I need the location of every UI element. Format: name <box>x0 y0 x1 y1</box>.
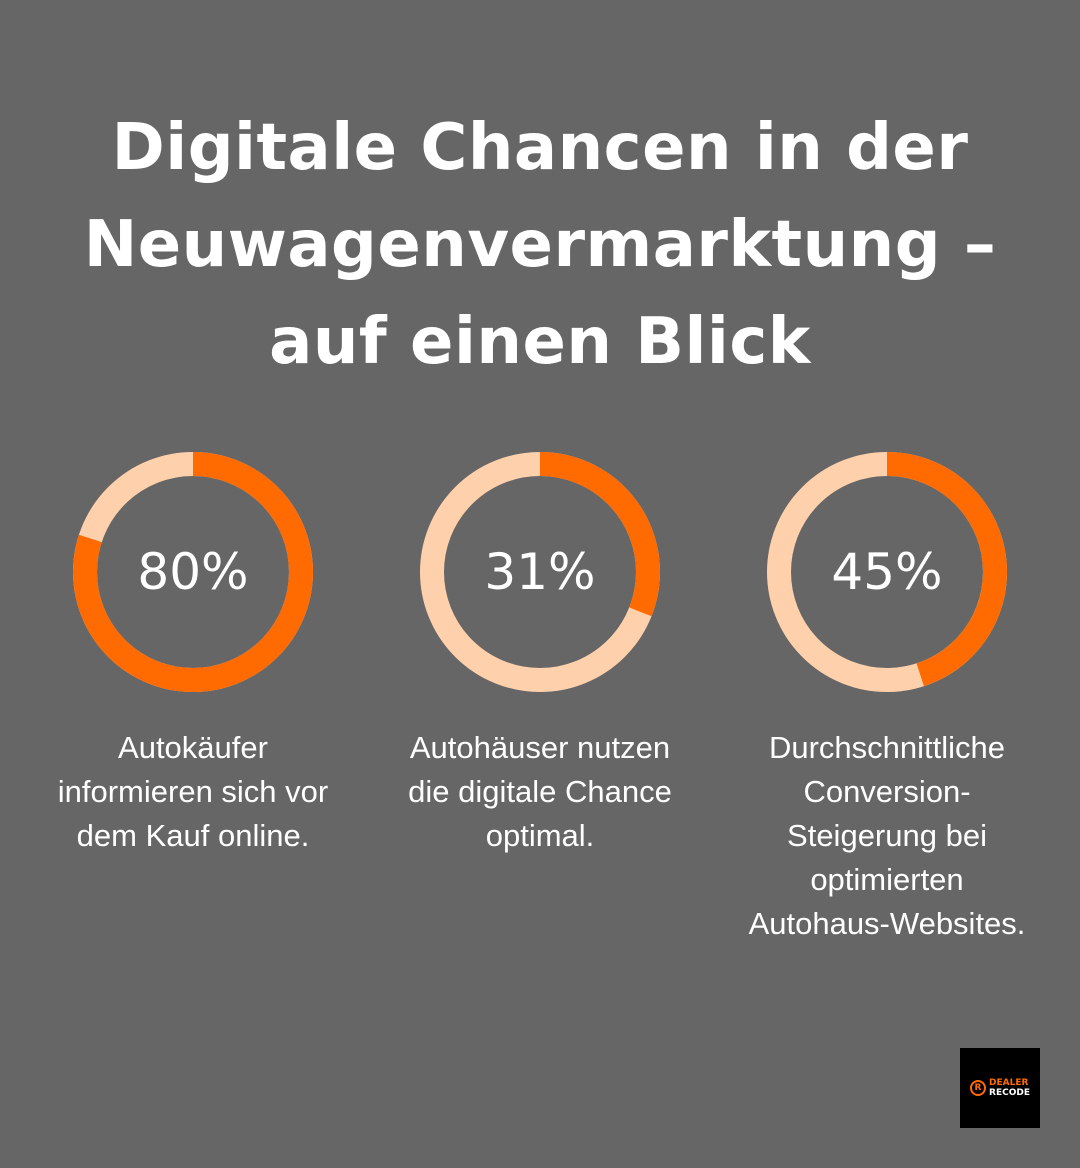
description-line: Autohäuser nutzen <box>409 730 671 765</box>
logo-line-2: RECODE <box>989 1088 1030 1098</box>
stat-description: Autokäufer informieren sich vor dem Kauf o… <box>43 726 343 858</box>
title-line: Neuwagenvermarktung – <box>83 208 997 282</box>
description-line: optimierten <box>810 862 964 897</box>
donut-value-arc <box>420 452 660 692</box>
description-line: Conversion- <box>803 774 971 809</box>
description-line: Durchschnittliche <box>768 730 1006 765</box>
description-line: Steigerung bei <box>787 818 987 853</box>
stat-card: 31% Autohäuser nutzen die digitale Chance o… <box>390 452 690 858</box>
description-line: informieren sich vor <box>57 774 329 809</box>
logo-line-1: DEALER <box>989 1078 1029 1088</box>
title-line: Digitale Chancen in der <box>111 111 969 185</box>
stat-description: Durchschnittliche Conversion- Steigerung b… <box>737 726 1037 946</box>
description-line: Autohaus-Websites. <box>748 906 1026 941</box>
stat-card: 45% Durchschnittliche Conversion- Steigerun… <box>737 452 1037 946</box>
stat-percentage: 31% <box>484 543 596 601</box>
stat-description: Autohäuser nutzen die digitale Chance opti… <box>390 726 690 858</box>
stat-card: 80% Autokäufer informieren sich vor dem Kau… <box>43 452 343 858</box>
donut-chart <box>767 452 1007 692</box>
donut-chart <box>73 452 313 692</box>
description-line: dem Kauf online. <box>76 818 310 853</box>
description-line: optimal. <box>485 818 595 853</box>
donut-value-arc <box>73 452 313 692</box>
donut-value-arc <box>767 452 1007 692</box>
donut-chart <box>420 452 660 692</box>
page-title: Digitale Chancen in der Neuwagenvermarkt… <box>0 100 1080 391</box>
title-line: auf einen Blick <box>269 305 811 379</box>
stat-percentage: 45% <box>831 543 943 601</box>
description-line: Autokäufer <box>118 730 268 765</box>
dealer-recode-logo: R DEALER RECODE <box>960 1048 1040 1128</box>
description-line: die digitale Chance <box>408 774 672 809</box>
logo-r-icon: R <box>970 1080 987 1096</box>
stat-percentage: 80% <box>137 543 249 601</box>
